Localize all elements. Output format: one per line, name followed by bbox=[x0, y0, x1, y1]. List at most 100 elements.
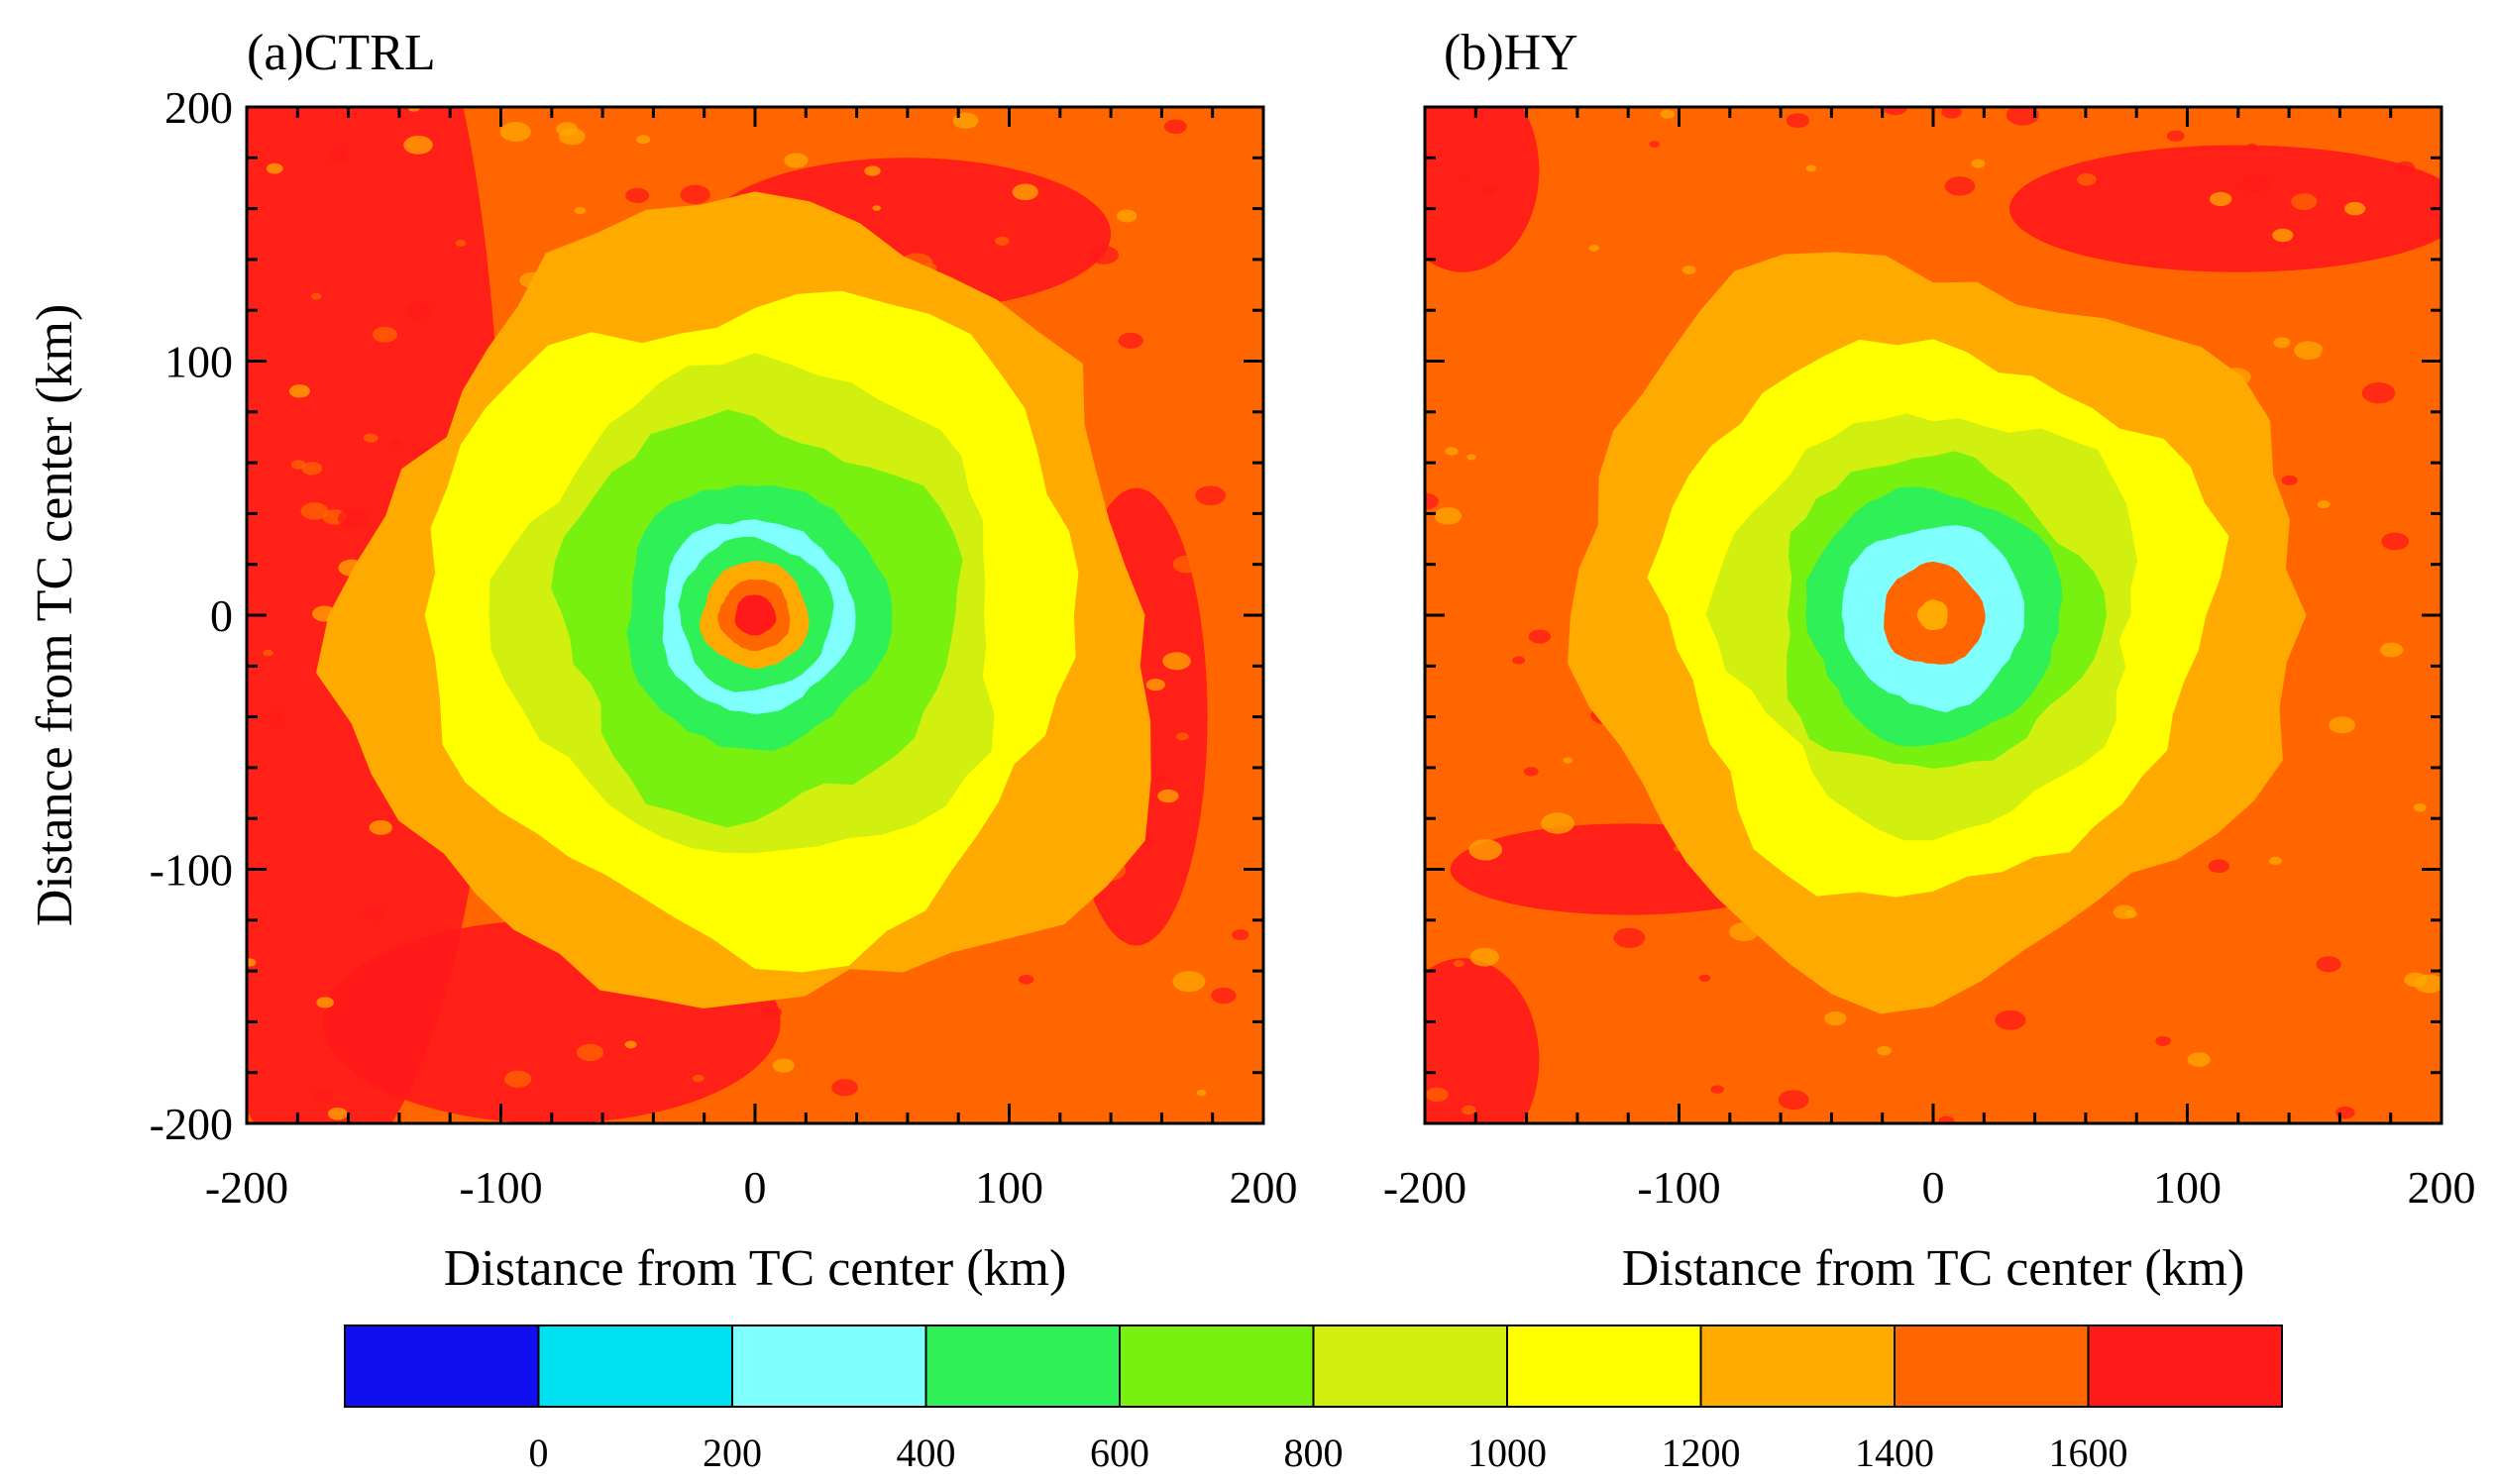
y-tick-label-ctrl: 0 bbox=[210, 590, 233, 641]
x-tick-label-ctrl: -200 bbox=[205, 1162, 288, 1213]
x-tick-label-hy: 200 bbox=[2408, 1162, 2476, 1213]
colorbar-swatch bbox=[2087, 1325, 2283, 1408]
field-speckle bbox=[1995, 1009, 2026, 1030]
field-speckle bbox=[2379, 642, 2404, 658]
y-tick-label-ctrl: -100 bbox=[150, 845, 233, 896]
field-speckle bbox=[2187, 1052, 2211, 1067]
colorbar-label: 1200 bbox=[1662, 1431, 1741, 1475]
field-speckle bbox=[2246, 143, 2257, 151]
field-speckle bbox=[327, 1108, 348, 1120]
field-speckle bbox=[1941, 107, 1962, 119]
field-speckle bbox=[1938, 1115, 1955, 1123]
x-tick-label-ctrl: -100 bbox=[459, 1162, 542, 1213]
field-speckle bbox=[1773, 203, 1792, 216]
field-speckle bbox=[1154, 776, 1167, 784]
field-speckle bbox=[263, 649, 273, 657]
field-speckle bbox=[995, 236, 1010, 246]
field-speckle bbox=[1195, 485, 1227, 506]
field-speckle bbox=[1425, 1087, 1449, 1103]
field-speckle bbox=[1961, 1053, 1985, 1069]
field-speckle bbox=[2006, 107, 2040, 126]
field-speckle bbox=[1468, 839, 1503, 861]
field-speckle bbox=[1172, 971, 1206, 993]
field-speckle bbox=[290, 460, 306, 470]
field-speckle bbox=[784, 153, 809, 168]
field-speckle bbox=[625, 187, 650, 203]
field-speckle bbox=[1453, 960, 1464, 968]
field-speckle bbox=[2413, 803, 2427, 812]
field-speckle bbox=[316, 997, 334, 1008]
field-speckle bbox=[2321, 345, 2347, 363]
field-speckle bbox=[1163, 119, 1187, 135]
panel-ctrl: -200 -100 0 100 200 200 100 0 -100 -200 (a)CTRL D… bbox=[27, 25, 1298, 1297]
field-speckle bbox=[2269, 856, 2282, 866]
field-speckle bbox=[2209, 191, 2232, 207]
field-speckle bbox=[2402, 150, 2420, 161]
field-speckle bbox=[363, 433, 379, 443]
field-speckle bbox=[864, 165, 881, 176]
field-speckle bbox=[1425, 492, 1439, 510]
field-speckle bbox=[1172, 555, 1201, 574]
field-speckle bbox=[1211, 987, 1237, 1005]
x-tick-label-ctrl: 0 bbox=[744, 1162, 767, 1213]
colorbar-label: 1600 bbox=[2049, 1431, 2128, 1475]
field-speckle bbox=[1883, 107, 1908, 116]
field-speckle bbox=[405, 302, 431, 319]
field-speckle bbox=[403, 135, 433, 155]
contour-ring-hy-1200 bbox=[1916, 599, 1948, 630]
field-speckle bbox=[2316, 956, 2341, 973]
field-speckle bbox=[1196, 1090, 1207, 1097]
field-speckle bbox=[310, 292, 322, 300]
panel-title-ctrl: (a)CTRL bbox=[247, 25, 436, 81]
field-speckle bbox=[1175, 732, 1189, 741]
field-speckle bbox=[831, 1079, 859, 1097]
x-tick-label-ctrl: 200 bbox=[1230, 1162, 1298, 1213]
field-speckle bbox=[1523, 767, 1539, 777]
field-speckle bbox=[1232, 929, 1249, 941]
x-tick-label-hy: -200 bbox=[1383, 1162, 1466, 1213]
field-speckle bbox=[389, 437, 402, 446]
field-speckle bbox=[981, 968, 994, 976]
outer-band-hy-2 bbox=[1425, 958, 1540, 1123]
field-speckle bbox=[1581, 128, 1607, 145]
field-speckle bbox=[2137, 902, 2152, 913]
field-speckle bbox=[2381, 532, 2410, 551]
field-speckle bbox=[1162, 652, 1191, 671]
colorbar-label: 0 bbox=[529, 1431, 549, 1475]
field-speckle bbox=[2317, 500, 2331, 509]
field-speckle bbox=[364, 906, 384, 920]
plot-area-ctrl bbox=[247, 107, 1263, 1123]
x-axis-label-hy: Distance from TC center (km) bbox=[1622, 1240, 2245, 1297]
field-speckle bbox=[574, 206, 587, 215]
x-tick-label-hy: 100 bbox=[2153, 1162, 2222, 1213]
field-speckle bbox=[1698, 974, 1711, 982]
field-speckle bbox=[288, 384, 310, 398]
field-speckle bbox=[1660, 109, 1676, 119]
field-speckle bbox=[373, 326, 398, 343]
field-speckle bbox=[2242, 174, 2270, 193]
field-speckle bbox=[2361, 381, 2396, 404]
field-speckle bbox=[1805, 164, 1816, 172]
field-speckle bbox=[1944, 176, 1976, 196]
field-speckle bbox=[1541, 812, 1574, 834]
panel-hy: -200 -100 0 100 200 (b)HY Distance from TC c… bbox=[1383, 25, 2476, 1297]
colorbar-label: 200 bbox=[703, 1431, 762, 1475]
y-tick-label-ctrl: -200 bbox=[150, 1099, 233, 1149]
field-speckle bbox=[2077, 173, 2097, 186]
field-speckle bbox=[1089, 245, 1119, 265]
field-speckle bbox=[2272, 228, 2294, 243]
colorbar-label: 800 bbox=[1284, 1431, 1344, 1475]
field-speckle bbox=[328, 149, 349, 162]
field-speckle bbox=[1157, 789, 1179, 803]
field-speckle bbox=[1118, 332, 1143, 349]
ticks-hy: -200 -100 0 100 200 bbox=[1383, 105, 2476, 1213]
field-speckle bbox=[2329, 716, 2355, 734]
field-speckle bbox=[1512, 656, 1526, 665]
field-speckle bbox=[266, 162, 283, 174]
colorbar-swatch bbox=[924, 1325, 1121, 1408]
colorbar-swatch bbox=[731, 1325, 927, 1408]
colorbar-label: 400 bbox=[897, 1431, 956, 1475]
field-speckle bbox=[1899, 173, 1926, 191]
field-speckle bbox=[2155, 1035, 2171, 1046]
